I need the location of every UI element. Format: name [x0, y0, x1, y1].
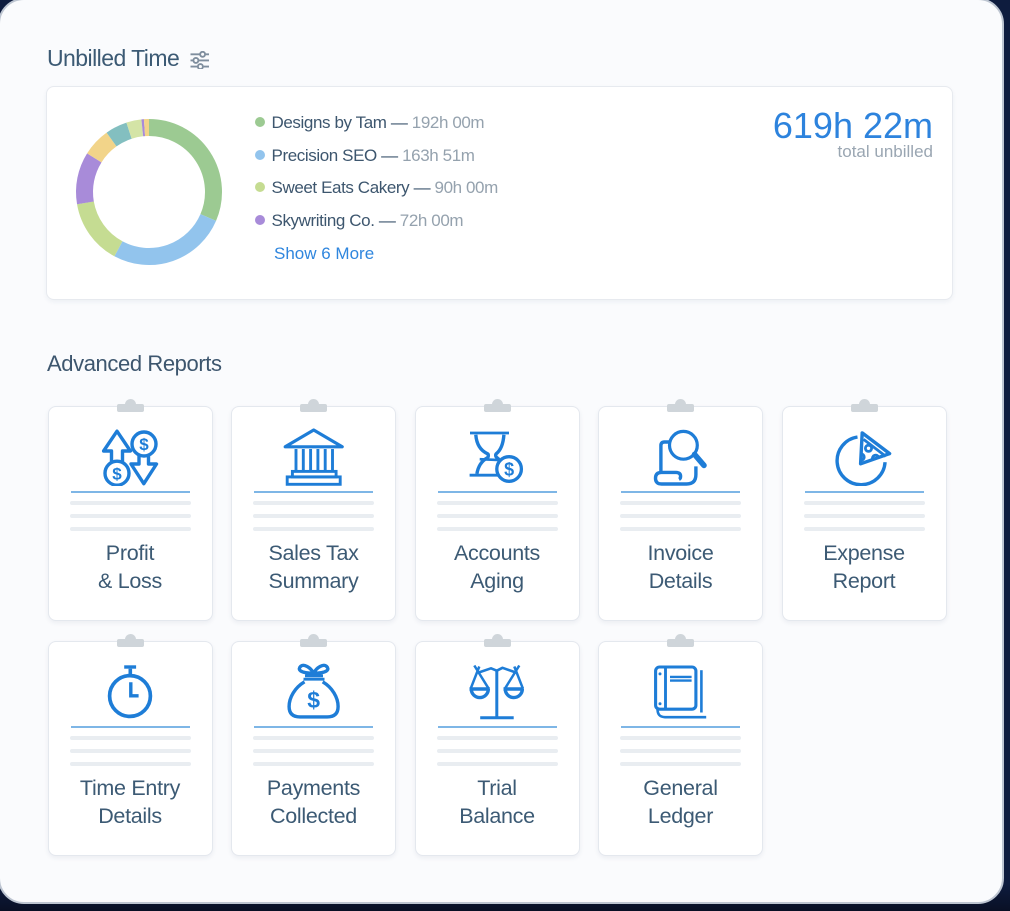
svg-text:$: $ — [112, 464, 122, 483]
svg-text:$: $ — [139, 435, 149, 454]
svg-text:$: $ — [307, 687, 320, 713]
svg-text:$: $ — [504, 459, 514, 479]
